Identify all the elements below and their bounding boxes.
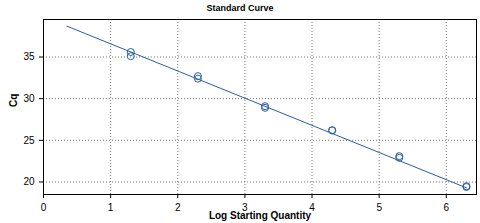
svg-text:Log Starting Quantity: Log Starting Quantity <box>209 210 312 221</box>
svg-text:2: 2 <box>175 202 181 213</box>
svg-text:3: 3 <box>242 201 248 213</box>
svg-text:6: 6 <box>444 202 450 213</box>
svg-text:4: 4 <box>309 201 315 213</box>
svg-text:25: 25 <box>23 135 35 146</box>
svg-text:35: 35 <box>23 51 35 62</box>
html-text:Standard Curve: Standard Curve <box>206 3 274 13</box>
svg-text:20: 20 <box>23 176 35 187</box>
svg-text:Cq: Cq <box>8 94 19 107</box>
svg-text:30: 30 <box>23 93 35 104</box>
svg-text:0: 0 <box>41 202 47 213</box>
svg-text:1: 1 <box>108 202 114 213</box>
svg-text:5: 5 <box>376 202 382 213</box>
